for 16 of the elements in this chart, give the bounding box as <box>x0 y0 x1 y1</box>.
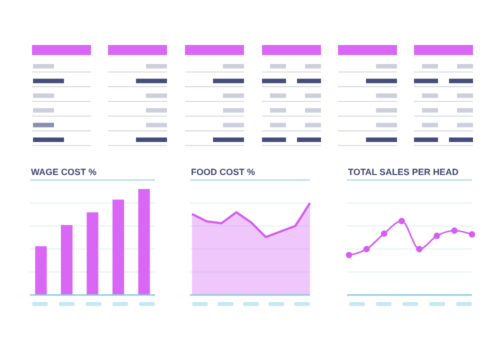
point <box>416 246 422 252</box>
bar <box>112 200 124 295</box>
bar <box>86 212 98 295</box>
bar <box>35 246 47 295</box>
chart-title: WAGE COST % <box>31 167 97 177</box>
point <box>398 218 405 224</box>
point <box>451 227 458 234</box>
bar <box>138 189 150 295</box>
point <box>380 230 388 237</box>
chart-title: FOOD COST % <box>191 167 256 177</box>
bar <box>60 225 73 295</box>
point <box>346 252 352 258</box>
chart-title: TOTAL SALES PER HEAD <box>348 167 460 177</box>
point <box>434 232 440 239</box>
point <box>363 246 370 252</box>
point <box>468 231 476 238</box>
